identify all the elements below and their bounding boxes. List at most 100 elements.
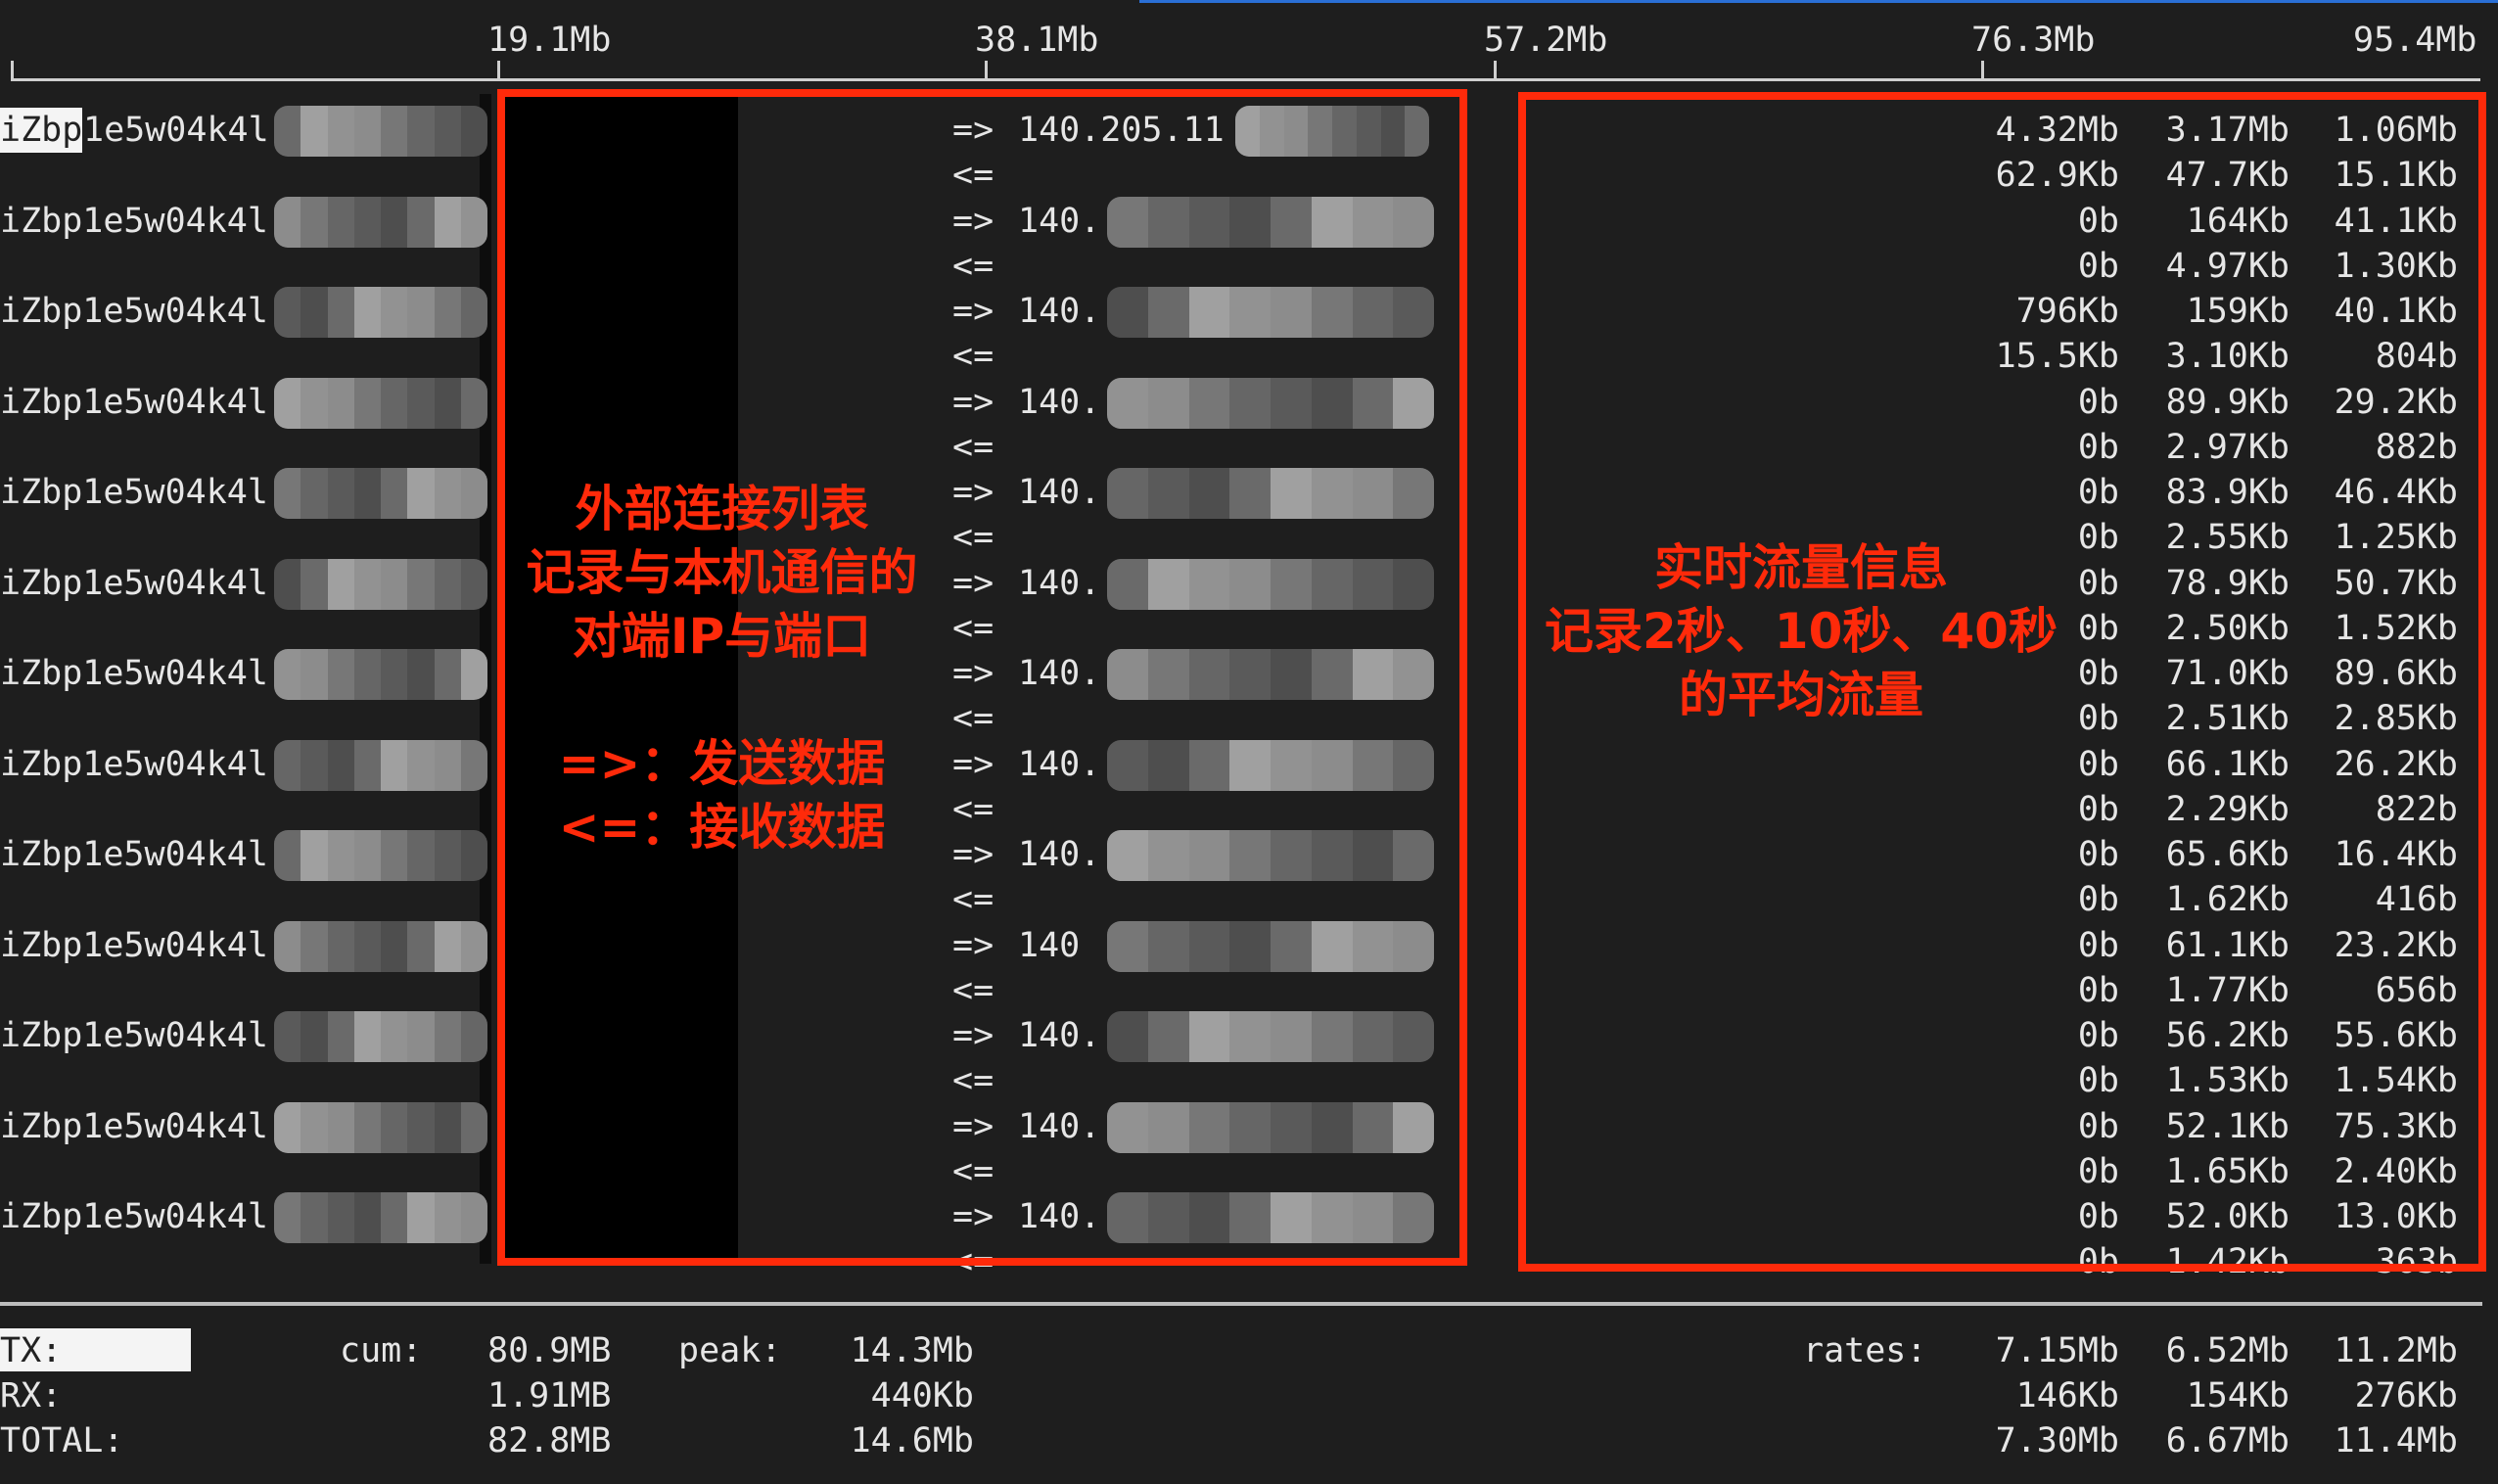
send-arrow: => <box>952 1106 995 1146</box>
remote-ip: 140. <box>1018 654 1101 693</box>
cum-rx: 1.91MB <box>487 1376 612 1415</box>
redacted-blur <box>274 1101 487 1153</box>
rx-rate-40s: 1.54Kb <box>2334 1061 2458 1101</box>
tx-rate-10s: 164Kb <box>2186 201 2290 241</box>
redacted-blur <box>1107 377 1434 429</box>
rx-rate-40s: 363b <box>2375 1242 2458 1282</box>
redacted-blur <box>274 468 487 519</box>
send-arrow: => <box>952 201 995 241</box>
rx-rate-40s: 822b <box>2375 789 2458 829</box>
tx-rate-2s: 0b <box>2077 1106 2119 1146</box>
peak-label: peak: <box>678 1331 782 1370</box>
redacted-blur <box>274 1192 487 1243</box>
rx-rate-40s: 2.40Kb <box>2334 1151 2458 1191</box>
tx-rate-10s: 61.1Kb <box>2165 925 2290 965</box>
local-host: iZbp1e5w04k4l <box>0 473 268 512</box>
scale-tick <box>1981 61 1984 80</box>
send-arrow: => <box>952 111 995 150</box>
receive-arrow: <= <box>952 337 995 377</box>
cum-total: 82.8MB <box>487 1421 612 1461</box>
rx-rate-10s: 3.10Kb <box>2165 337 2290 377</box>
rx-rate-2s: 0b <box>2077 246 2119 286</box>
scale-axis-line <box>11 78 2480 81</box>
remote-ip: 140. <box>1018 1106 1101 1146</box>
rx-rate-2s: 62.9Kb <box>1995 156 2119 196</box>
local-host: iZbp1e5w04k4l <box>0 744 268 784</box>
remote-ip: 140. <box>1018 473 1101 512</box>
redacted-blur <box>274 830 487 881</box>
tx-rate-40s: 41.1Kb <box>2334 201 2458 241</box>
tx-rate-10s: 52.1Kb <box>2165 1106 2290 1146</box>
rx-rate-2s: 15.5Kb <box>1995 337 2119 377</box>
tx-rate-10s: 83.9Kb <box>2165 473 2290 512</box>
receive-arrow: <= <box>952 427 995 467</box>
connections-annotation: 外部连接列表 记录与本机通信的 对端IP与端口 =>：发送数据 <=：接收数据 <box>526 481 918 856</box>
total-tx-rate: 6.52Mb <box>2165 1331 2290 1370</box>
rx-rate-2s: 0b <box>2077 608 2119 648</box>
rx-rate-2s: 0b <box>2077 699 2119 739</box>
local-host: iZbp1e5w04k4l <box>0 925 268 965</box>
redacted-blur <box>274 1011 487 1062</box>
tx-rate-40s: 1.06Mb <box>2334 111 2458 150</box>
peak-total: 14.6Mb <box>850 1421 974 1461</box>
local-host: iZbp1e5w04k4l <box>0 292 268 331</box>
rx-rate-10s: 2.97Kb <box>2165 427 2290 467</box>
local-host: iZbp1e5w04k4l <box>0 654 268 693</box>
total-rx-rate: 146Kb <box>2015 1376 2119 1415</box>
receive-arrow: <= <box>952 1061 995 1101</box>
rx-rate-10s: 1.42Kb <box>2165 1242 2290 1282</box>
local-host: 1e5w04k4l <box>83 111 269 150</box>
tx-rate-40s: 50.7Kb <box>2334 563 2458 603</box>
redacted-blur <box>1107 558 1434 610</box>
redacted-blur <box>274 106 487 157</box>
rx-rate-10s: 1.65Kb <box>2165 1151 2290 1191</box>
tx-rate-2s: 0b <box>2077 925 2119 965</box>
tx-rate-40s: 40.1Kb <box>2334 292 2458 331</box>
peak-tx: 14.3Mb <box>850 1331 974 1370</box>
tx-rate-2s: 0b <box>2077 1016 2119 1055</box>
local-host: iZbp1e5w04k4l <box>0 201 268 241</box>
remote-ip: 140 <box>1018 925 1081 965</box>
rx-rate-2s: 0b <box>2077 518 2119 558</box>
host-selection: iZbp <box>0 108 83 153</box>
rx-rate-10s: 4.97Kb <box>2165 246 2290 286</box>
receive-arrow: <= <box>952 518 995 558</box>
tx-rate-2s: 0b <box>2077 835 2119 874</box>
scale-tick <box>985 61 988 80</box>
redacted-blur <box>274 377 487 429</box>
cum-tx: 80.9MB <box>487 1331 612 1370</box>
redacted-blur <box>1107 1011 1434 1062</box>
receive-arrow: <= <box>952 156 995 196</box>
tx-rate-2s: 796Kb <box>2015 292 2119 331</box>
remote-ip: 140. <box>1018 292 1101 331</box>
rx-rate-40s: 1.25Kb <box>2334 518 2458 558</box>
remote-ip: 140. <box>1018 835 1101 874</box>
local-host: iZbp1e5w04k4l <box>0 382 268 422</box>
local-host: iZbp1e5w04k4l <box>0 1197 268 1236</box>
tx-rate-40s: 46.4Kb <box>2334 473 2458 512</box>
rx-rate-10s: 1.77Kb <box>2165 970 2290 1010</box>
redacted-blur <box>1107 196 1434 248</box>
tx-rate-2s: 0b <box>2077 1197 2119 1236</box>
local-host: iZbp1e5w04k4l <box>0 835 268 874</box>
rx-rate-40s: 1.30Kb <box>2334 246 2458 286</box>
remote-ip: 140.205.11 <box>1018 111 1225 150</box>
redacted-blur <box>1107 468 1434 519</box>
remote-ip: 140. <box>1018 563 1101 603</box>
tx-rate-10s: 3.17Mb <box>2165 111 2290 150</box>
send-arrow: => <box>952 654 995 693</box>
footer-separator <box>0 1302 2482 1306</box>
redacted-blur <box>274 196 487 248</box>
receive-arrow: <= <box>952 1151 995 1191</box>
redacted-blur <box>1107 739 1434 791</box>
scale-label: 38.1Mb <box>975 21 1099 60</box>
local-host: iZbp1e5w04k4l <box>0 563 268 603</box>
rx-rate-40s: 1.52Kb <box>2334 608 2458 648</box>
tx-rate-2s: 0b <box>2077 201 2119 241</box>
tx-rate-10s: 89.9Kb <box>2165 382 2290 422</box>
remote-ip: 140. <box>1018 201 1101 241</box>
scale-label: 95.4Mb <box>2353 21 2477 60</box>
tx-rate-10s: 65.6Kb <box>2165 835 2290 874</box>
rx-rate-2s: 0b <box>2077 427 2119 467</box>
scale-label: 76.3Mb <box>1971 21 2096 60</box>
